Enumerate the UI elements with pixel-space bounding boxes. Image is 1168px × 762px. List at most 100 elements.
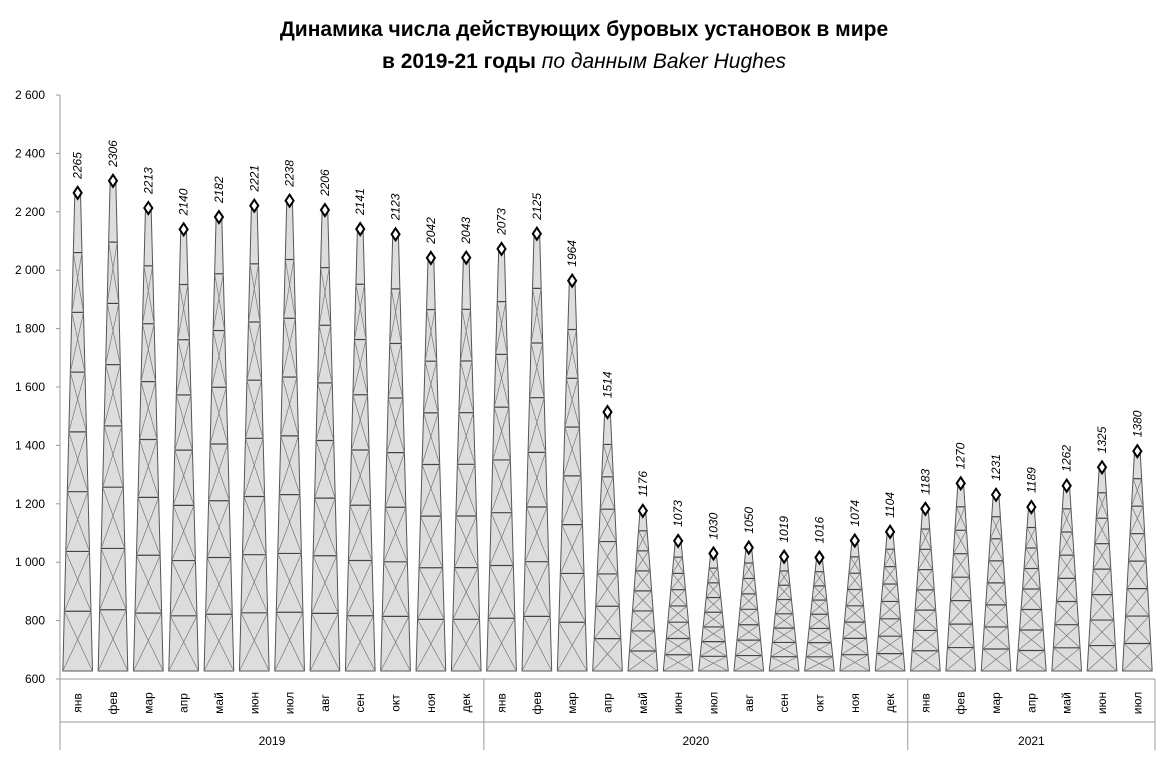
lattice (1026, 527, 1038, 549)
lattice (1126, 588, 1150, 617)
tower-top (708, 545, 719, 562)
lattice (140, 323, 155, 382)
lattice (1060, 531, 1075, 556)
lattice (420, 464, 441, 517)
lattice (527, 397, 545, 453)
lattice (635, 550, 649, 572)
lattice (178, 284, 190, 340)
lattice (1089, 594, 1113, 621)
lattice (670, 573, 685, 590)
tower (874, 524, 906, 672)
lattice (177, 284, 189, 340)
lattice (1062, 508, 1073, 533)
value-label: 2073 (495, 208, 509, 236)
lattice (1123, 615, 1150, 644)
lattice (596, 573, 620, 607)
lattice (1094, 518, 1109, 544)
tower-top (425, 250, 437, 266)
lattice (1129, 506, 1144, 534)
lattice (451, 619, 480, 672)
tower-top (849, 532, 860, 549)
lattice (380, 616, 410, 672)
lattice (171, 560, 198, 616)
value-label: 1074 (848, 500, 862, 527)
lattice (311, 555, 338, 614)
lattice (352, 339, 367, 395)
x-tick-label: дек (883, 693, 897, 713)
lattice (633, 590, 654, 612)
tower-top (178, 221, 189, 238)
lattice (988, 538, 1003, 562)
lattice (383, 507, 407, 562)
lattice (275, 612, 305, 672)
lattice (496, 301, 508, 355)
lattice (566, 329, 577, 379)
tower-top (990, 486, 1002, 503)
lattice (524, 561, 551, 617)
y-tick-label: 2 600 (15, 88, 45, 102)
lattice (211, 330, 226, 388)
lattice (879, 601, 900, 620)
x-tick-label: фев (954, 692, 968, 715)
lattice (879, 618, 903, 637)
x-tick-label: мар (989, 692, 1003, 714)
lattice (530, 342, 545, 398)
value-label: 1019 (777, 516, 791, 543)
lattice (460, 360, 474, 413)
tower-top (920, 500, 931, 517)
year-label: 2021 (1018, 734, 1045, 748)
lattice (775, 613, 795, 629)
lattice (69, 312, 84, 373)
tower (627, 503, 659, 672)
tower-top (884, 524, 896, 540)
lattice (883, 566, 898, 585)
lattice (805, 656, 835, 672)
lattice (1017, 629, 1044, 651)
lattice (558, 622, 588, 672)
lattice (1131, 506, 1145, 534)
tower-top (743, 539, 754, 556)
tower (1015, 499, 1047, 672)
lattice (914, 609, 938, 631)
lattice (1122, 643, 1151, 672)
value-label: 1270 (954, 442, 968, 469)
lattice (593, 638, 623, 672)
x-tick-label: июн (1095, 692, 1109, 714)
x-tick-label: окт (389, 694, 403, 712)
tower (945, 475, 977, 672)
lattice (916, 589, 936, 611)
x-tick-label: апр (1024, 693, 1038, 713)
lattice (420, 515, 444, 568)
lattice (174, 394, 192, 451)
lattice (910, 650, 939, 672)
lattice (64, 611, 93, 672)
lattice (779, 570, 791, 586)
lattice (1060, 508, 1072, 533)
lattice (672, 573, 686, 590)
chart-subtitle: в 2019-21 годы по данным Baker Hughes (382, 50, 787, 73)
lattice (421, 412, 439, 465)
tower-top (143, 200, 154, 216)
lattice (673, 556, 685, 574)
lattice (243, 438, 264, 497)
lattice (389, 288, 401, 344)
lattice (876, 653, 906, 672)
tower-top (531, 225, 543, 242)
value-label: 2043 (459, 217, 473, 245)
lattice (988, 560, 1006, 584)
lattice (669, 589, 686, 607)
lattice (702, 626, 726, 642)
lattice (315, 382, 333, 441)
lattice (1053, 624, 1079, 649)
tower-top (319, 202, 331, 218)
lattice (102, 487, 126, 549)
lattice (523, 616, 553, 672)
tower (804, 549, 835, 672)
lattice (920, 528, 932, 550)
lattice (845, 589, 863, 607)
tower-top (72, 185, 83, 201)
value-label: 2123 (389, 193, 403, 221)
tower-top (1096, 459, 1108, 476)
lattice (1132, 478, 1144, 507)
lattice (312, 498, 336, 556)
